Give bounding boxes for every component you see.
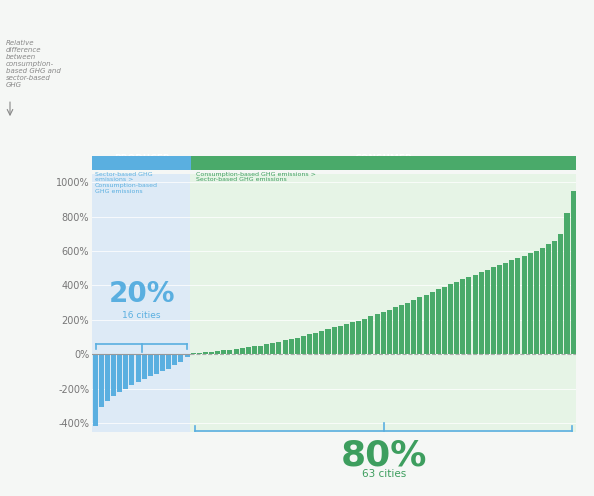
Bar [393, 308, 398, 354]
Bar [93, 354, 97, 427]
Bar [233, 349, 239, 354]
Bar [338, 326, 343, 354]
Bar [178, 354, 184, 362]
Bar [331, 327, 337, 354]
Text: CONSUMER
CITIES: CONSUMER CITIES [355, 154, 413, 172]
Bar [540, 248, 545, 354]
Bar [129, 354, 134, 385]
Bar [270, 343, 276, 354]
Bar [117, 354, 122, 392]
Bar [527, 253, 533, 354]
Text: 20%: 20% [109, 280, 175, 308]
Bar [436, 290, 441, 354]
Bar [418, 298, 422, 354]
Bar [448, 284, 453, 354]
Bar [473, 275, 478, 354]
Bar [246, 347, 251, 354]
Bar [124, 354, 128, 388]
Bar [552, 241, 557, 354]
Bar [368, 316, 374, 354]
Text: 16 cities: 16 cities [122, 311, 161, 320]
Bar [222, 350, 226, 354]
Bar [558, 234, 563, 354]
FancyBboxPatch shape [92, 156, 191, 170]
Bar [546, 244, 551, 354]
Bar [141, 354, 147, 379]
Bar [485, 270, 490, 354]
Bar [497, 265, 502, 354]
Bar [362, 318, 367, 354]
Bar [429, 292, 435, 354]
Bar [228, 350, 232, 354]
FancyBboxPatch shape [191, 156, 576, 170]
Text: Consumption-based GHG emissions >
Sector-based GHG emissions: Consumption-based GHG emissions > Sector… [197, 172, 316, 183]
Bar [111, 354, 116, 396]
Bar [295, 338, 300, 354]
Bar [154, 354, 159, 374]
Bar [313, 333, 318, 354]
Bar [191, 353, 195, 354]
Bar [197, 353, 202, 354]
Bar [209, 352, 214, 354]
Bar [356, 320, 361, 354]
Text: 63 cities: 63 cities [362, 469, 406, 479]
Bar [534, 251, 539, 354]
Bar [399, 305, 404, 354]
Bar [522, 256, 527, 354]
Bar [350, 322, 355, 354]
Bar [387, 310, 392, 354]
Bar [105, 354, 110, 401]
Bar [491, 267, 496, 354]
Bar [479, 272, 484, 354]
Bar [460, 279, 465, 354]
Bar [252, 346, 257, 354]
Bar [301, 336, 306, 354]
Text: Relative
difference
between
consumption-
based GHG and
sector-based
GHG: Relative difference between consumption-… [6, 40, 61, 88]
Bar [135, 354, 141, 381]
Bar [516, 258, 520, 354]
Bar [442, 287, 447, 354]
Bar [185, 354, 189, 357]
Bar [509, 260, 514, 354]
Bar [411, 300, 416, 354]
Bar [215, 351, 220, 354]
Bar [454, 282, 459, 354]
Bar [203, 352, 208, 354]
Bar [424, 295, 428, 354]
Bar [148, 354, 153, 376]
Bar [381, 312, 386, 354]
Bar [503, 263, 508, 354]
Bar [283, 340, 287, 354]
Bar [264, 344, 269, 354]
Bar [405, 303, 410, 354]
Bar [166, 354, 171, 369]
Bar [564, 213, 570, 354]
Bar [344, 324, 349, 354]
Text: PRODUCER
CITIES: PRODUCER CITIES [114, 154, 170, 172]
Bar [466, 277, 472, 354]
Bar [160, 354, 165, 372]
Bar [571, 191, 576, 354]
Bar [172, 354, 178, 366]
Bar [240, 348, 245, 354]
Text: Sector-based GHG
emissions >
Consumption-based
GHG emissions: Sector-based GHG emissions > Consumption… [95, 172, 158, 194]
Bar [276, 342, 282, 354]
Bar [289, 339, 294, 354]
Bar [374, 314, 380, 354]
Bar [307, 334, 312, 354]
Text: 80%: 80% [340, 438, 427, 473]
Bar [258, 346, 263, 354]
Bar [326, 329, 330, 354]
FancyBboxPatch shape [92, 174, 190, 432]
Bar [320, 331, 324, 354]
Bar [99, 354, 104, 407]
FancyBboxPatch shape [190, 174, 579, 432]
